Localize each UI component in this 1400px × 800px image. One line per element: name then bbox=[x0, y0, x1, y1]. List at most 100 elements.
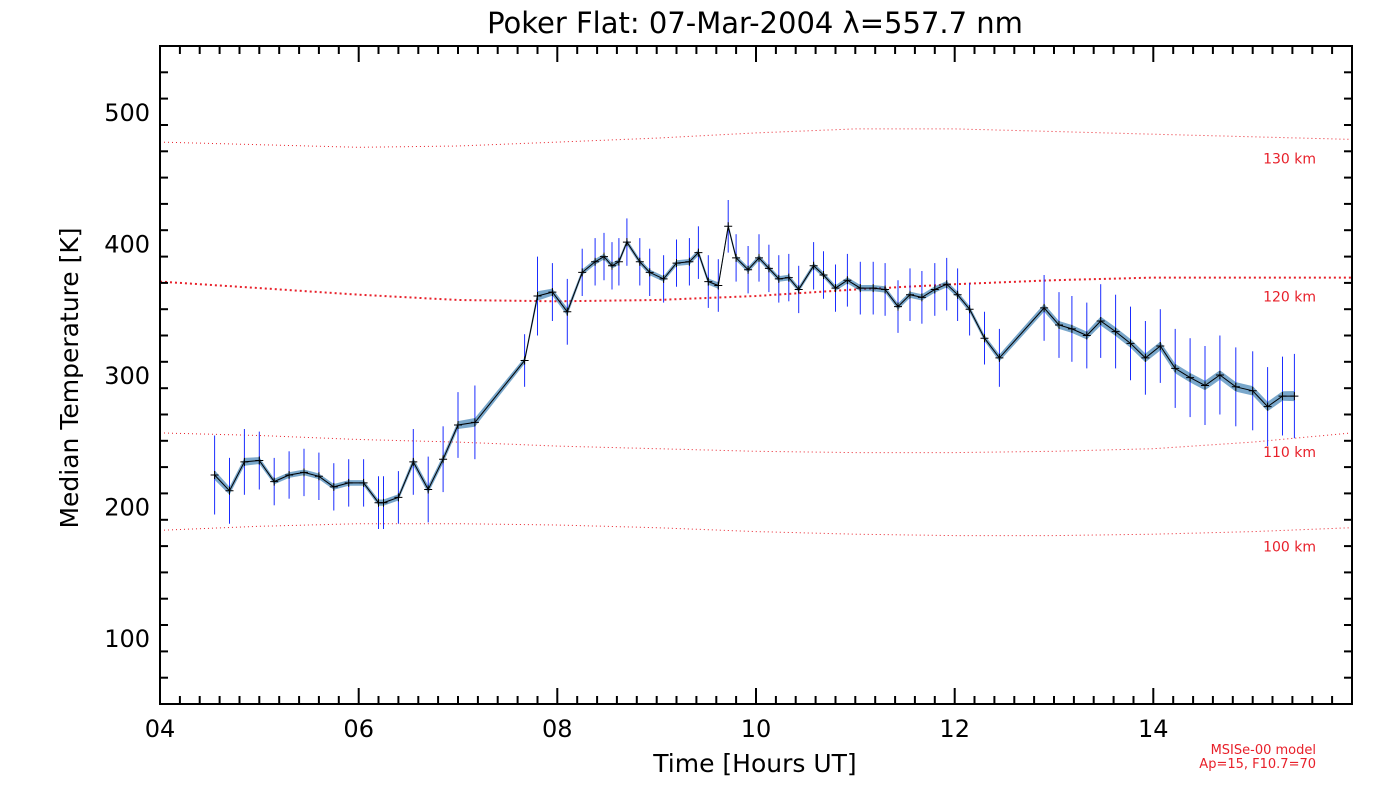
data-point bbox=[424, 485, 433, 494]
data-point bbox=[843, 276, 852, 285]
model-label-3: 100 km bbox=[1263, 540, 1316, 556]
data-point bbox=[1096, 317, 1105, 325]
uncertainty-band bbox=[214, 223, 1295, 506]
data-point bbox=[379, 498, 388, 507]
plot-frame bbox=[159, 45, 1353, 705]
data-point bbox=[470, 418, 479, 427]
data-point bbox=[359, 478, 368, 487]
model-params-note: Ap=15, F10.7=70 bbox=[1199, 757, 1316, 772]
data-point bbox=[614, 257, 623, 266]
axes: 04 06 08 10 12 14 100 200 300 400 500 bbox=[104, 45, 1353, 743]
data-point bbox=[1290, 392, 1299, 401]
data-point bbox=[285, 471, 294, 479]
data-point bbox=[255, 456, 264, 465]
data-point bbox=[210, 471, 219, 479]
y-tick-label: 300 bbox=[104, 362, 150, 390]
data-point bbox=[714, 281, 723, 290]
data-point bbox=[1186, 373, 1195, 382]
data-point bbox=[694, 248, 703, 257]
data-point bbox=[755, 253, 763, 262]
data-point bbox=[548, 288, 557, 297]
data-point bbox=[704, 277, 713, 286]
model-curve-2 bbox=[159, 432, 1353, 454]
data-point bbox=[980, 334, 989, 343]
data-point bbox=[1231, 382, 1240, 391]
data-point bbox=[732, 253, 741, 262]
y-tick-label: 500 bbox=[104, 99, 150, 127]
x-axis-label: Time [Hours UT] bbox=[652, 749, 856, 778]
data-point bbox=[917, 293, 926, 302]
data-point bbox=[856, 284, 865, 293]
data-point bbox=[659, 274, 668, 283]
data-point bbox=[774, 274, 783, 283]
model-curves: 130 km 120 km 110 km 100 km bbox=[159, 128, 1353, 556]
y-axis-label: Median Temperature [K] bbox=[55, 227, 84, 528]
data-series bbox=[210, 222, 1299, 507]
data-point bbox=[300, 468, 308, 477]
x-tick-label: 14 bbox=[1138, 715, 1169, 743]
data-point bbox=[906, 290, 914, 299]
data-point bbox=[645, 268, 654, 277]
x-tick-label: 04 bbox=[145, 715, 176, 743]
data-point bbox=[764, 264, 773, 273]
y-tick-label: 400 bbox=[104, 230, 150, 258]
data-point bbox=[672, 259, 681, 268]
data-point bbox=[520, 356, 529, 365]
data-point bbox=[591, 257, 600, 266]
data-point bbox=[1082, 331, 1091, 340]
model-curve-0 bbox=[159, 128, 1353, 148]
data-point bbox=[784, 273, 793, 282]
data-point bbox=[314, 472, 323, 481]
x-tick-label: 12 bbox=[939, 715, 970, 743]
chart-title: Poker Flat: 07-Mar-2004 λ=557.7 nm bbox=[487, 6, 1023, 40]
data-point bbox=[454, 421, 462, 429]
data-point bbox=[1141, 353, 1150, 362]
data-point bbox=[869, 284, 878, 293]
y-tick-label: 200 bbox=[104, 494, 150, 522]
data-point bbox=[1055, 321, 1063, 329]
data-point bbox=[819, 271, 828, 279]
data-point bbox=[344, 478, 353, 487]
model-note: MSISe-00 model bbox=[1211, 743, 1316, 758]
data-point bbox=[270, 477, 279, 486]
model-curve-3 bbox=[159, 523, 1353, 537]
data-point bbox=[1171, 364, 1180, 373]
data-point bbox=[622, 238, 631, 247]
data-point bbox=[563, 307, 572, 316]
x-tick-label: 06 bbox=[343, 715, 374, 743]
data-point bbox=[965, 305, 974, 314]
data-point bbox=[831, 284, 840, 293]
data-point bbox=[953, 290, 962, 299]
data-point bbox=[894, 302, 902, 311]
data-point bbox=[930, 285, 939, 294]
data-point bbox=[1278, 392, 1287, 401]
data-point bbox=[1215, 371, 1224, 379]
data-point bbox=[1111, 327, 1120, 336]
data-point bbox=[724, 222, 733, 231]
data-point bbox=[533, 292, 542, 300]
data-point bbox=[1040, 303, 1049, 312]
data-point bbox=[635, 257, 644, 266]
model-label-2: 110 km bbox=[1263, 445, 1316, 461]
data-point bbox=[1067, 324, 1076, 333]
data-point bbox=[1248, 386, 1257, 395]
model-label-1: 120 km bbox=[1263, 290, 1316, 306]
data-point bbox=[809, 261, 818, 270]
data-point bbox=[881, 285, 890, 294]
x-tick-label: 10 bbox=[741, 715, 772, 743]
data-point bbox=[1201, 381, 1209, 390]
data-point bbox=[1263, 402, 1272, 411]
data-point bbox=[240, 457, 249, 466]
y-tick-label: 100 bbox=[104, 625, 150, 653]
x-tick-label: 08 bbox=[542, 715, 573, 743]
data-point bbox=[942, 280, 951, 289]
data-point bbox=[608, 261, 616, 270]
error-bars bbox=[214, 200, 1295, 529]
data-point bbox=[225, 486, 234, 495]
data-point bbox=[1156, 342, 1165, 350]
data-point bbox=[600, 252, 608, 261]
data-point bbox=[394, 493, 403, 502]
data-point bbox=[744, 265, 753, 274]
